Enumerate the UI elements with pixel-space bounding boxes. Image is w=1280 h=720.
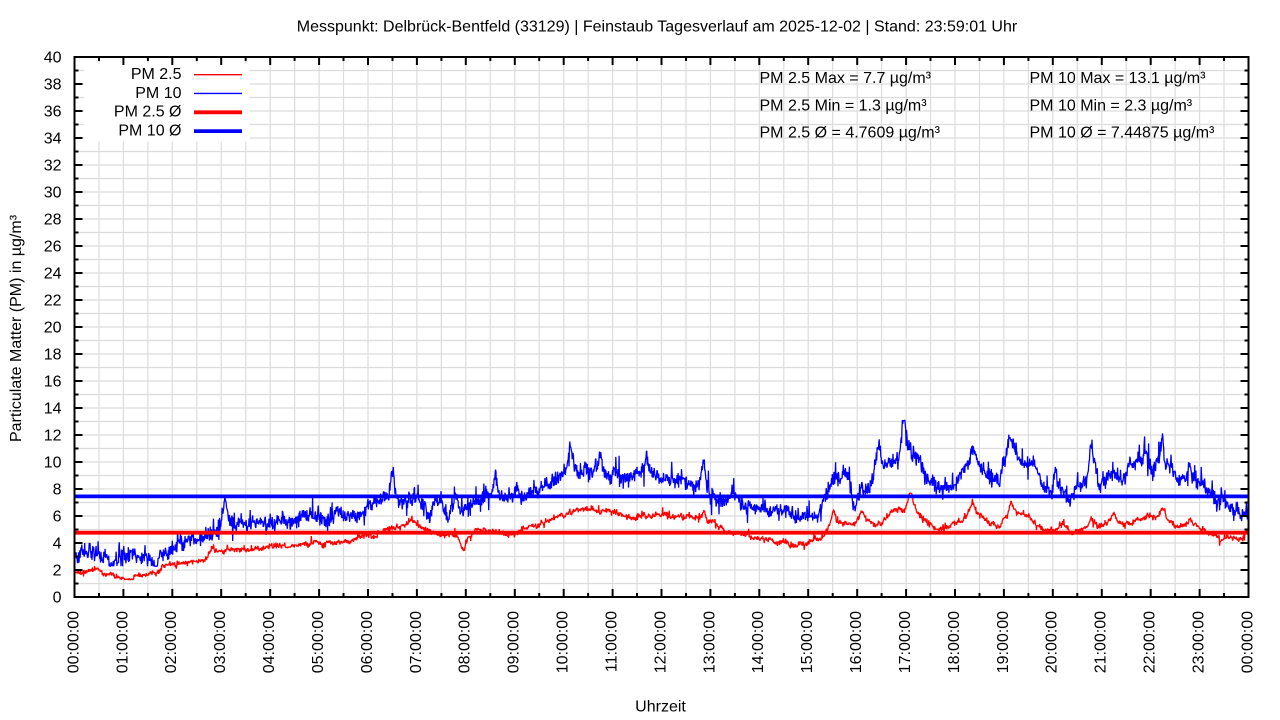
svg-text:6: 6	[53, 509, 62, 526]
svg-text:18: 18	[44, 347, 62, 364]
svg-text:PM 10 Ø: PM 10 Ø	[118, 122, 181, 139]
svg-text:PM 2.5: PM 2.5	[131, 66, 182, 83]
svg-text:PM 10 Ø = 7.44875 µg/m³: PM 10 Ø = 7.44875 µg/m³	[1030, 125, 1216, 142]
svg-text:04:00:00: 04:00:00	[261, 611, 278, 673]
svg-text:14:00:00: 14:00:00	[750, 611, 767, 673]
svg-text:16: 16	[44, 374, 62, 391]
svg-text:Messpunkt: Delbrück-Bentfeld (: Messpunkt: Delbrück-Bentfeld (33129) | F…	[297, 19, 1018, 36]
svg-text:32: 32	[44, 158, 62, 175]
svg-text:09:00:00: 09:00:00	[506, 611, 523, 673]
svg-text:PM 2.5 Max = 7.7 µg/m³: PM 2.5 Max = 7.7 µg/m³	[760, 70, 932, 87]
svg-text:22: 22	[44, 293, 62, 310]
svg-text:8: 8	[53, 482, 62, 499]
svg-text:16:00:00: 16:00:00	[848, 611, 865, 673]
svg-text:00:00:00: 00:00:00	[1239, 611, 1256, 673]
svg-text:06:00:00: 06:00:00	[359, 611, 376, 673]
svg-text:12:00:00: 12:00:00	[652, 611, 669, 673]
svg-text:15:00:00: 15:00:00	[799, 611, 816, 673]
svg-text:PM 2.5 Ø = 4.7609 µg/m³: PM 2.5 Ø = 4.7609 µg/m³	[760, 125, 941, 142]
svg-text:Uhrzeit: Uhrzeit	[635, 699, 686, 716]
svg-text:28: 28	[44, 212, 62, 229]
svg-text:13:00:00: 13:00:00	[701, 611, 718, 673]
svg-text:PM 2.5 Min = 1.3 µg/m³: PM 2.5 Min = 1.3 µg/m³	[760, 97, 928, 114]
svg-text:01:00:00: 01:00:00	[114, 611, 131, 673]
svg-text:PM 10 Min = 2.3 µg/m³: PM 10 Min = 2.3 µg/m³	[1030, 97, 1193, 114]
svg-text:03:00:00: 03:00:00	[212, 611, 229, 673]
svg-text:14: 14	[44, 401, 62, 418]
svg-text:19:00:00: 19:00:00	[995, 611, 1012, 673]
svg-text:0: 0	[53, 590, 62, 607]
svg-text:00:00:00: 00:00:00	[65, 611, 82, 673]
svg-text:30: 30	[44, 185, 62, 202]
svg-text:12: 12	[44, 428, 62, 445]
svg-text:Particulate Matter (PM) in µg/: Particulate Matter (PM) in µg/m³	[8, 214, 25, 442]
svg-text:10:00:00: 10:00:00	[555, 611, 572, 673]
svg-text:07:00:00: 07:00:00	[408, 611, 425, 673]
svg-text:22:00:00: 22:00:00	[1142, 611, 1159, 673]
svg-text:24: 24	[44, 266, 62, 283]
svg-text:40: 40	[44, 50, 62, 67]
svg-text:10: 10	[44, 455, 62, 472]
svg-text:4: 4	[53, 536, 62, 553]
svg-text:23:00:00: 23:00:00	[1191, 611, 1208, 673]
svg-text:20:00:00: 20:00:00	[1044, 611, 1061, 673]
svg-text:05:00:00: 05:00:00	[310, 611, 327, 673]
svg-text:PM 10: PM 10	[135, 85, 181, 102]
svg-text:2: 2	[53, 563, 62, 580]
svg-text:08:00:00: 08:00:00	[457, 611, 474, 673]
svg-text:11:00:00: 11:00:00	[604, 611, 621, 672]
svg-text:PM 2.5 Ø: PM 2.5 Ø	[114, 104, 182, 121]
svg-text:02:00:00: 02:00:00	[163, 611, 180, 673]
svg-text:36: 36	[44, 104, 62, 121]
svg-text:21:00:00: 21:00:00	[1093, 611, 1110, 673]
svg-text:17:00:00: 17:00:00	[897, 611, 914, 673]
svg-text:20: 20	[44, 320, 62, 337]
svg-text:PM 10 Max = 13.1 µg/m³: PM 10 Max = 13.1 µg/m³	[1030, 70, 1207, 87]
svg-text:18:00:00: 18:00:00	[946, 611, 963, 673]
svg-text:26: 26	[44, 239, 62, 256]
svg-text:38: 38	[44, 77, 62, 94]
svg-text:34: 34	[44, 131, 62, 148]
